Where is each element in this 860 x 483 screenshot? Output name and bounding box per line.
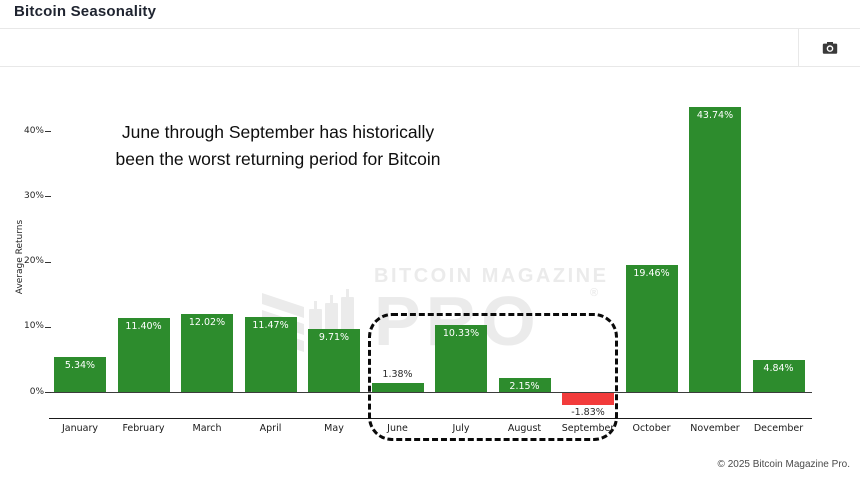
bar-june[interactable] [371, 383, 424, 392]
x-tick-label-february: February [122, 423, 165, 434]
bar-december[interactable] [752, 360, 805, 392]
y-tick-mark [45, 131, 51, 133]
bar-september[interactable] [562, 393, 614, 405]
bar-value-label-april: 11.47% [252, 320, 289, 331]
chart-toolbar [0, 29, 860, 67]
y-tick-label-0: 0% [29, 386, 44, 397]
x-tick-label-november: November [690, 423, 740, 434]
y-tick-mark [45, 326, 51, 328]
bar-march[interactable] [181, 314, 233, 392]
x-axis-spine [49, 418, 812, 419]
page-title: Bitcoin Seasonality [14, 3, 157, 20]
toolbar-divider [798, 29, 799, 67]
annotation-line-2: been the worst returning period for Bitc… [115, 149, 441, 169]
bar-value-label-march: 12.02% [188, 317, 226, 328]
screenshot-button[interactable] [812, 36, 848, 62]
bar-may[interactable] [308, 329, 360, 392]
annotation-line-1: June through September has historically [121, 122, 435, 142]
title-bar: Bitcoin Seasonality [0, 0, 860, 29]
camera-icon [822, 41, 838, 58]
x-tick-label-october: October [632, 423, 671, 434]
zero-gridline [49, 392, 812, 393]
x-tick-label-march: March [192, 423, 222, 434]
bar-january[interactable] [54, 357, 106, 392]
x-tick-label-june: June [387, 423, 408, 434]
y-tick-label-40: 40% [23, 125, 44, 136]
bar-august[interactable] [498, 378, 551, 392]
y-tick-mark [45, 196, 51, 198]
y-tick-mark [45, 392, 51, 393]
y-tick-label-20: 20% [23, 256, 44, 267]
bar-value-label-july: 10.33% [442, 328, 480, 339]
bar-value-label-november: 43.74% [696, 110, 734, 121]
highlight-box-june-september [368, 313, 618, 441]
bar-february[interactable] [117, 318, 170, 392]
bar-july[interactable] [435, 325, 487, 392]
x-tick-label-september: September [561, 423, 615, 434]
chart-annotation: June through September has historically … [58, 119, 498, 173]
bar-value-label-october: 19.46% [633, 268, 670, 279]
bar-value-label-june: 1.38% [382, 369, 413, 380]
y-tick-label-10: 10% [23, 321, 44, 332]
y-tick-mark [45, 261, 51, 263]
chart-canvas: June through September has historically … [0, 67, 860, 483]
bar-april[interactable] [244, 317, 297, 392]
bar-november[interactable] [689, 107, 741, 392]
bar-value-label-may: 9.71% [318, 332, 350, 343]
bar-october[interactable] [625, 265, 678, 392]
x-tick-label-july: July [452, 423, 470, 434]
x-tick-label-january: January [61, 423, 98, 434]
x-tick-label-april: April [259, 423, 282, 434]
bar-value-label-august: 2.15% [509, 381, 540, 392]
bar-value-label-january: 5.34% [64, 360, 96, 371]
x-tick-label-december: December [753, 423, 804, 434]
x-tick-label-august: August [507, 423, 542, 434]
bar-value-label-february: 11.40% [125, 321, 162, 332]
y-tick-label-30: 30% [23, 190, 44, 201]
bar-value-label-september: -1.83% [571, 407, 605, 418]
registered-trademark-icon: ® [590, 287, 599, 299]
x-tick-label-may: May [324, 423, 344, 434]
watermark-brand-line: BITCOIN MAGAZINE [374, 265, 609, 287]
copyright-text: © 2025 Bitcoin Magazine Pro. [717, 459, 850, 470]
bar-value-label-december: 4.84% [763, 363, 794, 374]
